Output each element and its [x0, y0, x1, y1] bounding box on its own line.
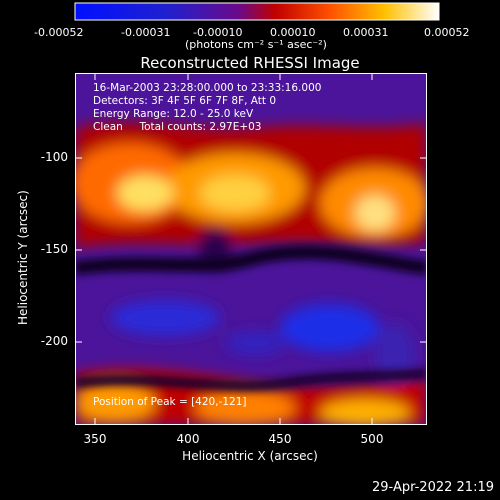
colorbar-tick-label: -0.00031: [121, 26, 171, 39]
x-tick-label: 500: [360, 432, 384, 446]
x-tick-label: 350: [83, 432, 107, 446]
y-axis-label: Heliocentric Y (arcsec): [16, 190, 30, 325]
colorbar: [74, 2, 440, 21]
x-tick-label: 400: [176, 432, 200, 446]
peak-position-annotation: Position of Peak = [420,-121]: [93, 396, 247, 408]
colorbar-tick-label: 0.00052: [424, 26, 470, 39]
y-tick-label: -200: [40, 334, 68, 348]
colorbar-tick-label: 0.00031: [343, 26, 389, 39]
y-tick-label: -150: [40, 242, 68, 256]
colorbar-units-label: (photons cm⁻² s⁻¹ asec⁻²): [185, 38, 327, 51]
detectors-annotation: Detectors: 3F 4F 5F 6F 7F 8F, Att 0: [93, 95, 277, 107]
x-axis-label: Heliocentric X (arcsec): [182, 449, 318, 463]
colorbar-tick-label: -0.00052: [34, 26, 84, 39]
plot-title: Reconstructed RHESSI Image: [140, 54, 360, 72]
colorbar-tick-label: -0.00010: [193, 26, 243, 39]
method-annotation: Clean Total counts: 2.97E+03: [93, 121, 262, 133]
colorbar-tick-label: 0.00010: [270, 26, 316, 39]
timestamp: 29-Apr-2022 21:19: [372, 480, 494, 495]
time-range-annotation: 16-Mar-2003 23:28:00.000 to 23:33:16.000: [93, 82, 322, 94]
y-tick-label: -100: [40, 150, 68, 164]
x-tick-label: 450: [268, 432, 292, 446]
rhessi-image: [75, 73, 427, 425]
energy-range-annotation: Energy Range: 12.0 - 25.0 keV: [93, 108, 254, 120]
colorbar-gradient: [74, 2, 440, 21]
